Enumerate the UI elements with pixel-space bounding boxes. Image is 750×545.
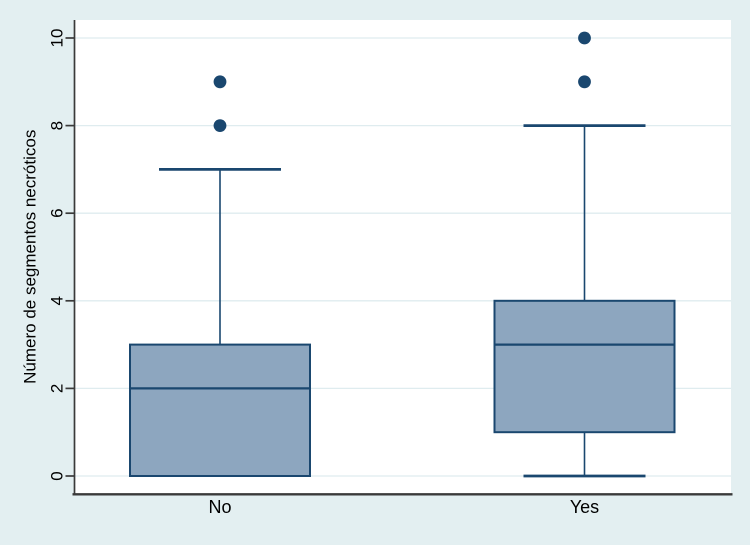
outlier-dot-no-9 [213, 75, 227, 89]
x-category-label-no: No [208, 497, 231, 517]
outlier-dot-yes-9 [578, 75, 591, 89]
outlier-dot-no-8 [213, 119, 227, 132]
y-axis-title: Número de segmentos necróticos [21, 130, 40, 384]
y-tick-label-6: 6 [48, 208, 67, 217]
y-tick-label-2: 2 [48, 384, 67, 393]
x-category-label-yes: Yes [570, 497, 599, 517]
y-tick-label-0: 0 [48, 471, 67, 480]
outlier-dot-yes-10 [578, 31, 591, 45]
box-no [129, 343, 311, 477]
y-tick-label-10: 10 [48, 29, 67, 48]
box-yes [493, 299, 676, 434]
y-tick-label-4: 4 [48, 296, 67, 305]
y-tick-label-8: 8 [48, 121, 67, 130]
